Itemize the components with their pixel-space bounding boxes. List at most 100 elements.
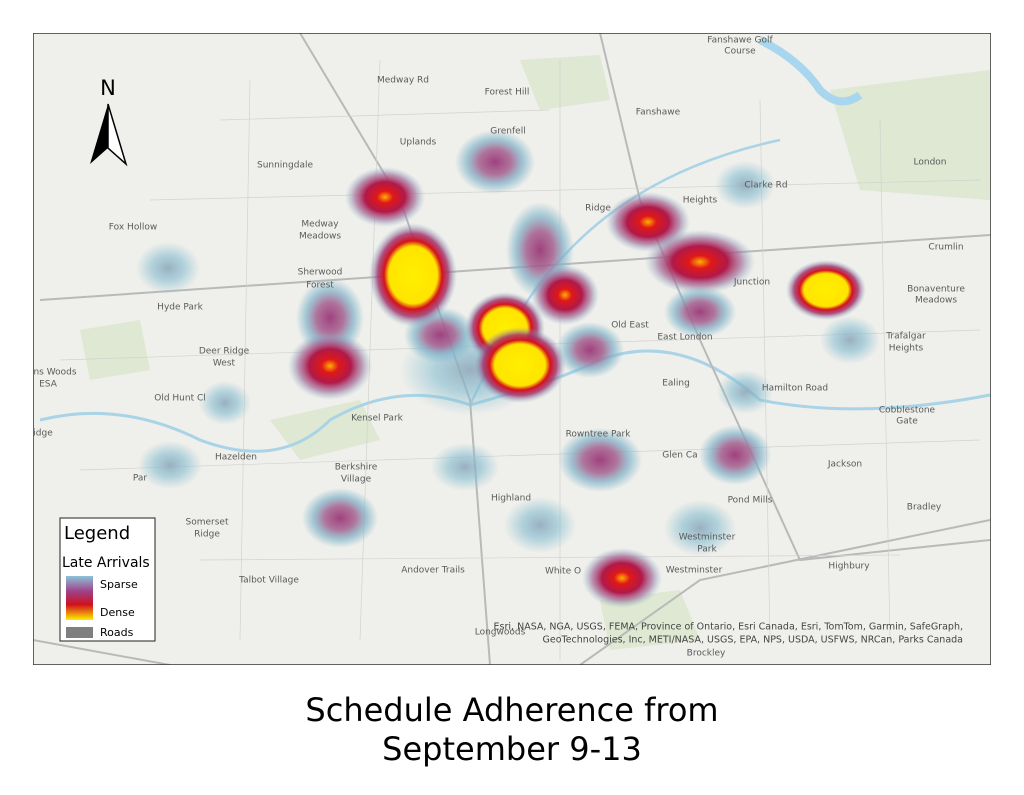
place-label: Westminster (679, 533, 736, 543)
place-label: Fanshawe (636, 108, 681, 118)
north-arrow: N (90, 76, 128, 167)
place-label: London (914, 158, 947, 168)
place-label: Grenfell (490, 127, 525, 137)
place-label: White O (545, 567, 581, 577)
place-label: Trafalgar (885, 332, 926, 342)
heat-spot (664, 500, 736, 556)
place-label: Sunningdale (257, 161, 313, 171)
heat-spot (786, 260, 866, 320)
place-label: Westminster (666, 566, 723, 576)
place-label: Course (724, 47, 756, 57)
place-label: Gate (896, 417, 918, 427)
north-label: N (100, 76, 116, 100)
place-label: idge (33, 429, 53, 439)
place-label: Hazelden (215, 453, 257, 463)
place-label: Forest Hill (485, 88, 530, 98)
caption: September 9-13 (382, 730, 642, 768)
place-label: Bradley (907, 503, 942, 513)
place-label: West (213, 359, 236, 369)
place-label: Hyde Park (157, 303, 203, 313)
basemap (33, 33, 991, 665)
place-label: Talbot Village (238, 576, 299, 586)
place-label: Heights (683, 196, 718, 206)
attribution: Esri, NASA, NGA, USGS, FEMA, Province of… (494, 622, 963, 633)
place-label: Cobblestone (879, 406, 936, 416)
place-label: Bonaventure (907, 285, 965, 295)
heat-spot (369, 223, 457, 327)
place-label: Junction (733, 278, 770, 288)
place-label: Meadows (299, 232, 341, 242)
legend: Legend Late Arrivals Sparse Dense Roads (59, 517, 156, 642)
place-label: Par (133, 474, 148, 484)
legend-subtitle: Late Arrivals (62, 555, 150, 571)
legend-item: Sparse (100, 578, 138, 591)
place-label: Forest (306, 281, 334, 291)
place-label: ns Woods (33, 368, 76, 378)
heat-layer (136, 130, 880, 608)
heat-spot (455, 130, 535, 194)
place-label: ESA (39, 380, 58, 390)
place-label: Highland (491, 494, 531, 504)
heat-spot (136, 242, 200, 294)
place-label: Old East (611, 321, 649, 331)
attribution: GeoTechnologies, Inc, METI/NASA, USGS, E… (543, 635, 964, 646)
place-label: Medway (301, 220, 339, 230)
place-label: Kensel Park (351, 414, 404, 424)
place-label: Park (697, 545, 717, 555)
place-label: Medway Rd (377, 76, 429, 86)
arrow-left (90, 104, 108, 164)
heat-spot (138, 441, 202, 489)
heat-spot (699, 425, 771, 485)
heat-spot (302, 488, 378, 548)
place-label: Uplands (400, 138, 437, 148)
place-label: Crumlin (928, 243, 963, 253)
heat-spot (715, 161, 775, 209)
place-label: Glen Ca (662, 451, 697, 461)
place-label: Deer Ridge (199, 347, 250, 357)
heat-spot (582, 548, 662, 608)
place-label: Berkshire (335, 463, 378, 473)
heat-spot (664, 286, 736, 338)
place-label: Village (341, 475, 372, 485)
place-label: Ridge (585, 204, 611, 214)
place-label: Old Hunt Cl (154, 394, 206, 404)
heat-spot (556, 322, 624, 378)
place-label: Somerset (186, 518, 229, 528)
place-label: Highbury (828, 562, 870, 572)
place-label: East London (657, 333, 712, 343)
legend-swatch-roads (66, 627, 93, 638)
place-label: Fox Hollow (109, 223, 157, 233)
legend-swatch-heat (66, 576, 93, 620)
legend-item: Dense (100, 606, 135, 619)
place-label: Ealing (662, 379, 690, 389)
arrow-right (107, 103, 128, 167)
place-label: Jackson (827, 460, 862, 470)
heat-spot (504, 497, 576, 553)
place-label: Longwoods (475, 628, 526, 638)
place-label: Clarke Rd (744, 181, 787, 191)
legend-item: Roads (100, 626, 134, 639)
caption: Schedule Adherence from (305, 691, 718, 729)
place-label: Hamilton Road (762, 384, 828, 394)
heat-spot (531, 265, 599, 325)
heat-spot (431, 443, 499, 491)
place-label: Meadows (915, 296, 957, 306)
place-label: Fanshawe Golf (707, 36, 773, 46)
place-label: Ridge (194, 530, 220, 540)
heat-spot (288, 332, 372, 400)
heat-spot (199, 381, 251, 425)
place-label: Brockley (687, 649, 726, 659)
heat-spot (717, 370, 773, 414)
place-label: Andover Trails (401, 566, 465, 576)
place-label: Rowntree Park (566, 430, 632, 440)
heat-spot (474, 327, 566, 403)
legend-title: Legend (64, 523, 130, 544)
heat-spot (820, 316, 880, 364)
place-label: Heights (889, 344, 924, 354)
place-label: Pond Mills (728, 496, 773, 506)
heat-spot (558, 428, 642, 492)
place-label: Sherwood (298, 268, 343, 278)
heat-spot (645, 230, 755, 294)
